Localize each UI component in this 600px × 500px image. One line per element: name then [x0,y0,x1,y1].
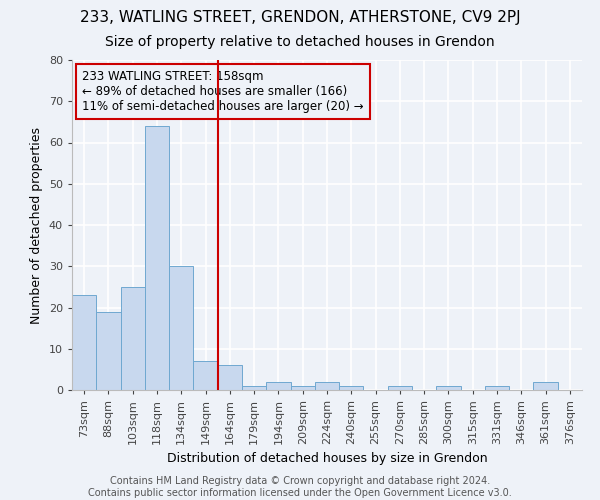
Bar [485,386,509,390]
Text: Size of property relative to detached houses in Grendon: Size of property relative to detached ho… [105,35,495,49]
Bar [218,365,242,390]
Bar [169,266,193,390]
Bar [533,382,558,390]
Bar [436,386,461,390]
Bar [388,386,412,390]
Text: 233, WATLING STREET, GRENDON, ATHERSTONE, CV9 2PJ: 233, WATLING STREET, GRENDON, ATHERSTONE… [80,10,520,25]
Bar [266,382,290,390]
Bar [242,386,266,390]
Bar [315,382,339,390]
Y-axis label: Number of detached properties: Number of detached properties [30,126,43,324]
Text: 233 WATLING STREET: 158sqm
← 89% of detached houses are smaller (166)
11% of sem: 233 WATLING STREET: 158sqm ← 89% of deta… [82,70,364,113]
X-axis label: Distribution of detached houses by size in Grendon: Distribution of detached houses by size … [167,452,487,466]
Bar [193,361,218,390]
Bar [96,312,121,390]
Bar [121,287,145,390]
Bar [290,386,315,390]
Text: Contains HM Land Registry data © Crown copyright and database right 2024.
Contai: Contains HM Land Registry data © Crown c… [88,476,512,498]
Bar [339,386,364,390]
Bar [145,126,169,390]
Bar [72,295,96,390]
